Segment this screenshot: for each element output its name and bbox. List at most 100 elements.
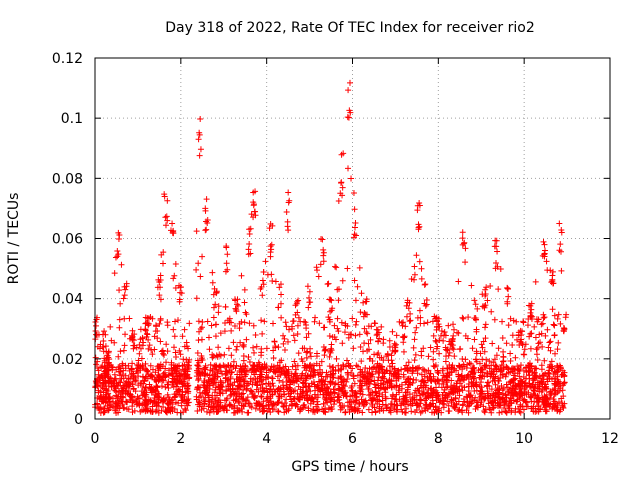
data-point [474,305,481,312]
data-point [444,365,451,372]
data-point [551,403,558,410]
data-point [484,379,491,386]
data-point [377,385,384,392]
data-point [193,295,200,302]
data-point [129,403,136,410]
data-point [434,368,441,375]
data-point [507,315,514,322]
data-point [459,229,466,236]
data-point [284,386,291,393]
data-point [431,409,438,416]
data-point [215,309,222,316]
data-point [406,381,413,388]
data-point [547,391,554,398]
data-point [502,373,509,380]
data-point [169,220,176,227]
data-point [338,319,345,326]
data-point [361,373,368,380]
data-point [455,278,462,285]
data-point [195,371,202,378]
data-point [281,347,288,354]
data-point [217,352,224,359]
data-point [241,319,248,326]
data-point [264,393,271,400]
data-point [335,198,342,205]
data-point [563,311,570,318]
data-point [461,398,468,405]
data-point [164,409,171,416]
data-point [512,354,519,361]
data-point [319,236,326,243]
data-point [99,362,106,369]
data-point [555,311,562,318]
data-point [379,374,386,381]
data-point [199,253,206,260]
data-point [112,385,119,392]
data-point [433,384,440,391]
data-point [93,361,100,368]
data-point [177,289,184,296]
data-point [323,369,330,376]
data-point [439,392,446,399]
data-point [307,365,314,372]
data-point [321,408,328,415]
data-point [502,391,509,398]
data-point [351,224,358,231]
data-point [450,321,457,328]
data-point [95,389,102,396]
data-point [359,409,366,416]
data-point [327,349,334,356]
data-point [326,316,333,323]
data-point [418,384,425,391]
data-point [484,297,491,304]
data-point [546,339,553,346]
data-point [417,409,424,416]
data-point [303,334,310,341]
data-point [482,324,489,331]
data-point [404,299,411,306]
data-point [326,353,333,360]
data-point [464,335,471,342]
data-point [465,383,472,390]
data-point [344,375,351,382]
data-point [371,381,378,388]
data-point [376,403,383,410]
data-point [122,390,129,397]
data-point [549,306,556,313]
data-point [181,376,188,383]
data-point [223,243,230,250]
data-point [352,407,359,414]
data-point [209,376,216,383]
data-point [418,378,425,385]
data-point [365,385,372,392]
data-point [436,405,443,412]
data-point [381,386,388,393]
data-point [303,354,310,361]
data-point [339,184,346,191]
data-point [473,356,480,363]
data-point [554,373,561,380]
data-point [232,396,239,403]
data-point [275,399,282,406]
data-point [492,265,499,272]
data-point [383,405,390,412]
data-point [258,377,265,384]
data-point [275,408,282,415]
data-point [554,346,561,353]
data-point [326,391,333,398]
data-point [382,389,389,396]
data-point [380,407,387,414]
data-point [411,263,418,270]
data-point [487,283,494,290]
data-point [538,330,545,337]
data-point [438,328,445,335]
data-point [324,399,331,406]
data-point [282,363,289,370]
data-point [278,357,285,364]
data-point [247,403,254,410]
data-point [193,228,200,235]
data-point [495,345,502,352]
data-point [267,386,274,393]
data-point [291,387,298,394]
data-point [512,405,519,412]
